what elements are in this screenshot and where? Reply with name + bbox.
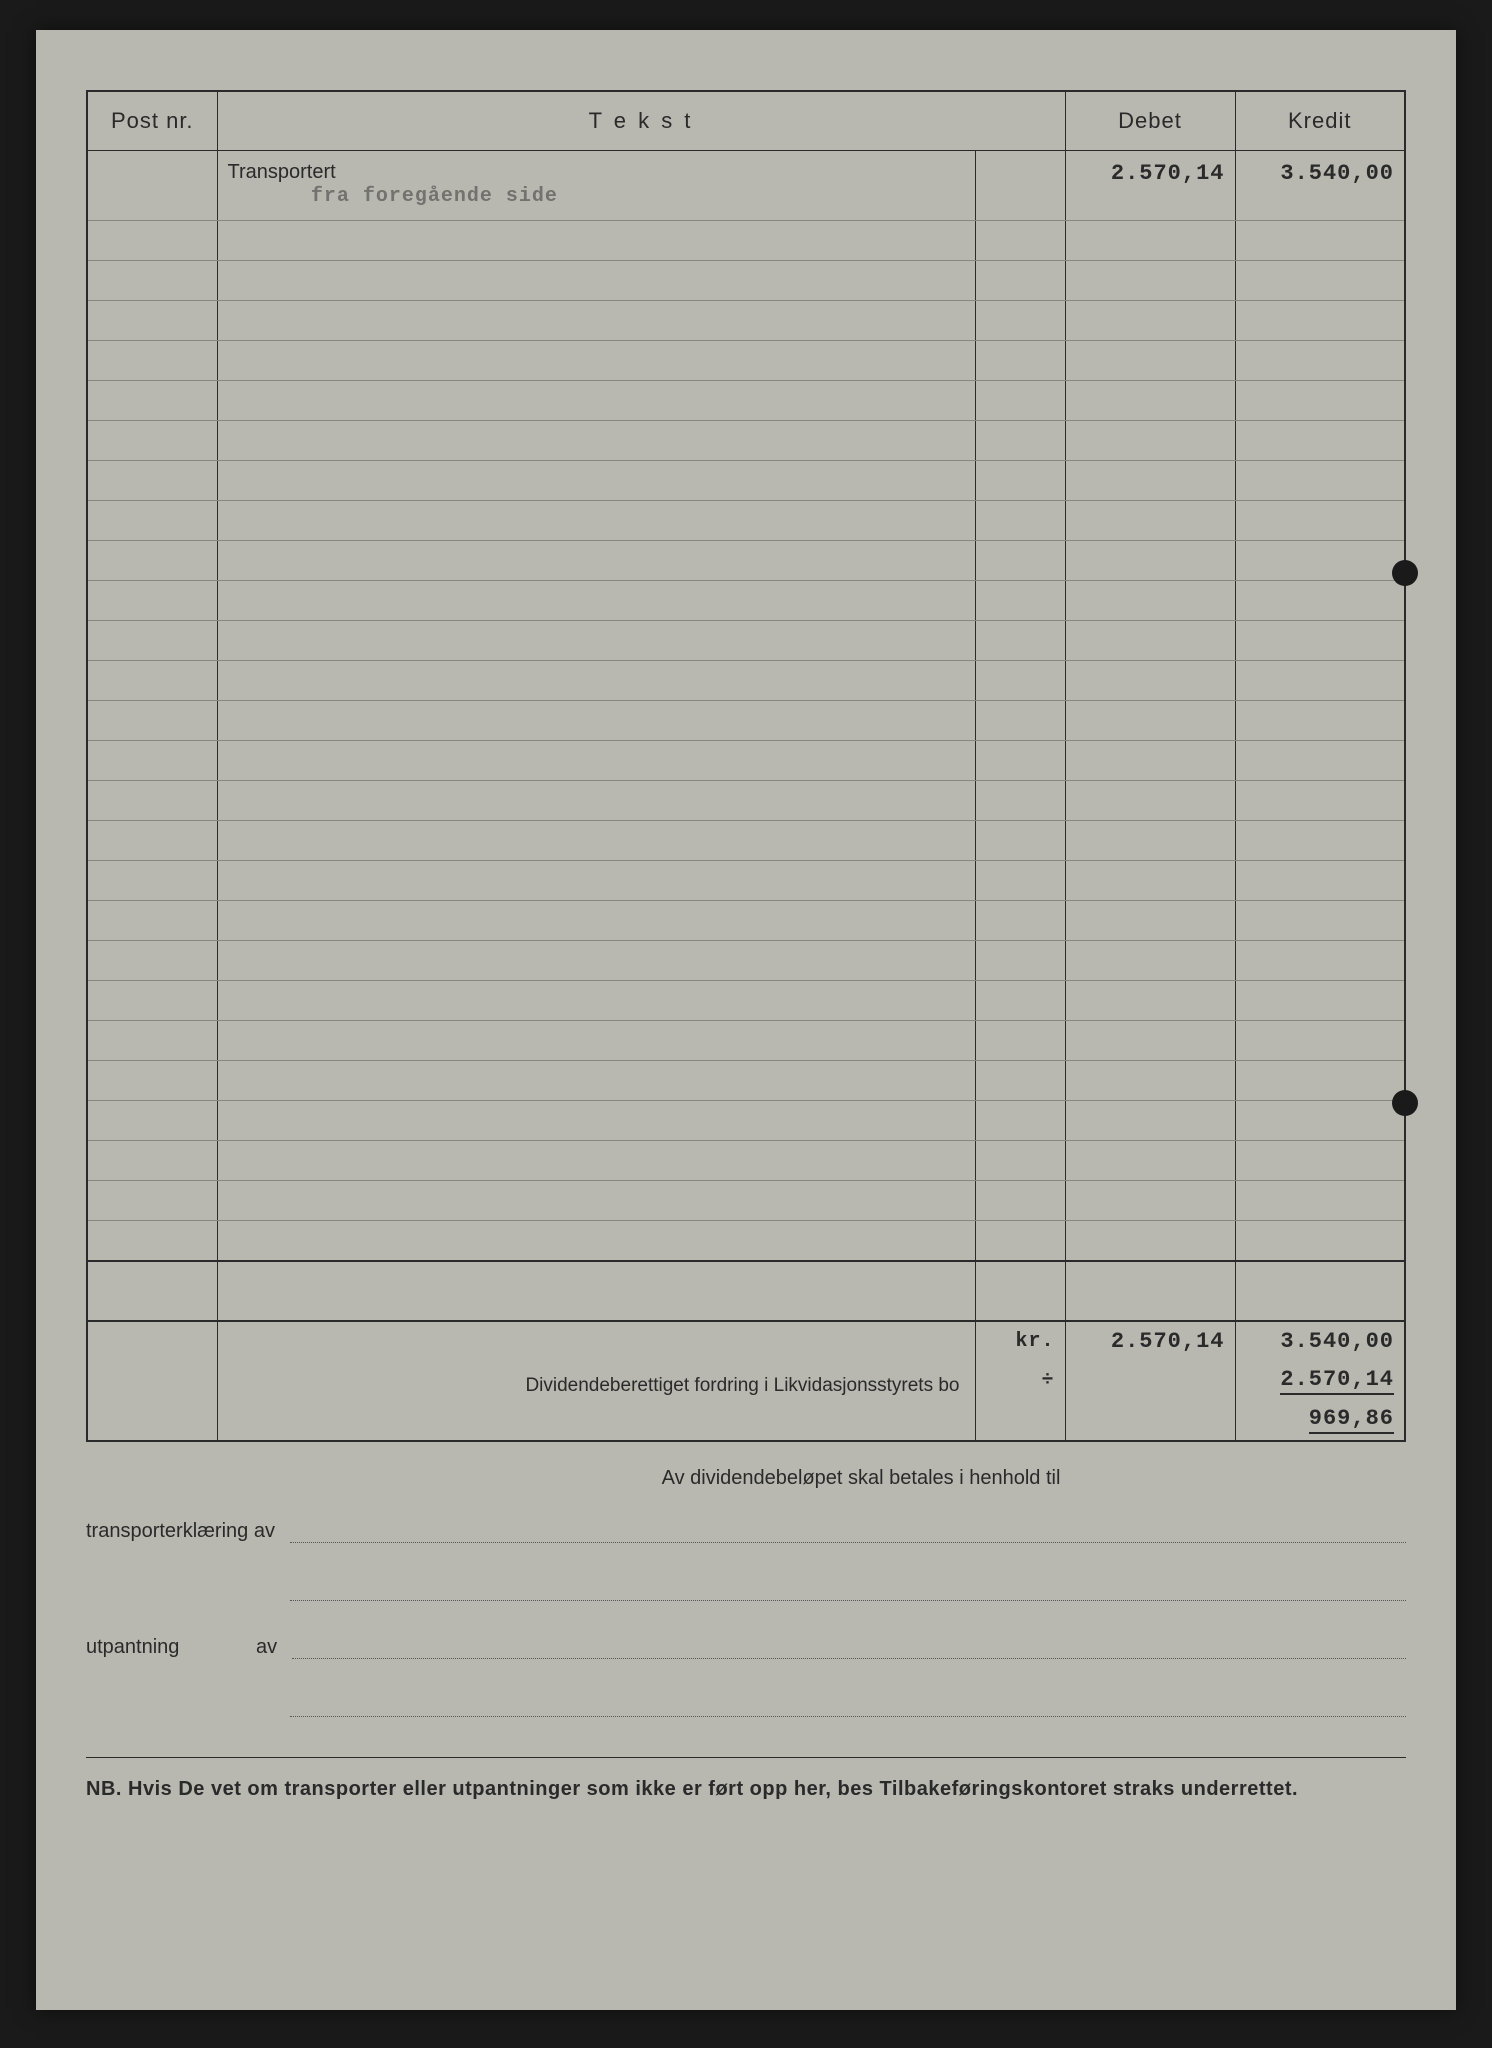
transport-sub: fra foregående side	[311, 185, 558, 208]
blank-row	[87, 1141, 1405, 1181]
footer-center: Av dividendebeløpet skal betales i henho…	[316, 1467, 1406, 1490]
blank-row	[87, 941, 1405, 981]
blank-row	[87, 381, 1405, 421]
total-row-kr: kr. 2.570,14 3.540,00	[87, 1321, 1405, 1361]
blank-row	[87, 261, 1405, 301]
nb-prefix: NB.	[86, 1778, 122, 1800]
blank-row	[87, 1061, 1405, 1101]
blank-row	[87, 541, 1405, 581]
blank-row	[87, 981, 1405, 1021]
blank-row	[87, 701, 1405, 741]
blank-row	[87, 861, 1405, 901]
punch-hole	[1392, 1090, 1418, 1116]
fill-line	[290, 1579, 1406, 1601]
dividend-value: 969,86	[1235, 1401, 1405, 1441]
document-page: Post nr. T e k s t Debet Kredit Transpor…	[36, 30, 1456, 2010]
col-post: Post nr.	[87, 91, 217, 151]
col-tekst: T e k s t	[217, 91, 1065, 151]
blank-row	[87, 661, 1405, 701]
blank-row	[87, 741, 1405, 781]
blank-row	[87, 1221, 1405, 1261]
ledger-table: Post nr. T e k s t Debet Kredit Transpor…	[86, 90, 1406, 1442]
blank-row	[87, 621, 1405, 661]
transport-erkl-label: transporterklæring av	[86, 1520, 275, 1543]
col-kredit: Kredit	[1235, 91, 1405, 151]
cell-debet: 2.570,14	[1065, 151, 1235, 221]
blank-row	[87, 221, 1405, 261]
minus-value: 2.570,14	[1235, 1361, 1405, 1401]
transport-label: Transportert	[228, 161, 336, 183]
av-label: av	[256, 1636, 277, 1659]
blank-row	[87, 501, 1405, 541]
total-row-minus: Dividendeberettiget fordring i Likvidasj…	[87, 1361, 1405, 1401]
nb-notice: NB. Hvis De vet om transporter eller utp…	[86, 1757, 1406, 1801]
blank-row	[87, 1101, 1405, 1141]
blank-row	[87, 1021, 1405, 1061]
nb-text: Hvis De vet om transporter eller utpantn…	[128, 1778, 1298, 1800]
blank-row	[87, 901, 1405, 941]
transport-line: transporterklæring av	[86, 1520, 1406, 1543]
blank-row	[87, 461, 1405, 501]
fill-line	[290, 1695, 1406, 1717]
fill-line	[292, 1637, 1406, 1659]
minus-symbol: ÷	[975, 1361, 1065, 1401]
cell-sub	[975, 151, 1065, 221]
header-row: Post nr. T e k s t Debet Kredit	[87, 91, 1405, 151]
kredit-total: 3.540,00	[1235, 1321, 1405, 1361]
blank-line-2: transporterklæring av	[86, 1694, 1406, 1717]
cell-tekst: Transportert fra foregående side	[217, 151, 975, 221]
total-row-dividend: 969,86	[87, 1401, 1405, 1441]
footer-section: Av dividendebeløpet skal betales i henho…	[86, 1467, 1406, 1801]
col-debet: Debet	[1065, 91, 1235, 151]
blank-row	[87, 581, 1405, 621]
blank-row	[87, 821, 1405, 861]
blank-row	[87, 301, 1405, 341]
currency-label: kr.	[975, 1321, 1065, 1361]
blank-row	[87, 1181, 1405, 1221]
utpantning-label: utpantning	[86, 1636, 241, 1659]
debet-total: 2.570,14	[1065, 1321, 1235, 1361]
punch-hole	[1392, 560, 1418, 586]
transport-row: Transportert fra foregående side 2.570,1…	[87, 151, 1405, 221]
blank-row	[87, 341, 1405, 381]
blank-row	[87, 781, 1405, 821]
fill-line	[290, 1521, 1406, 1543]
cell-post	[87, 151, 217, 221]
cell-kredit: 3.540,00	[1235, 151, 1405, 221]
blank-line-1: transporterklæring av	[86, 1578, 1406, 1601]
dividend-label: Dividendeberettiget fordring i Likvidasj…	[217, 1361, 975, 1401]
utpantning-line: utpantning av	[86, 1636, 1406, 1659]
spacer-row	[87, 1261, 1405, 1321]
blank-row	[87, 421, 1405, 461]
